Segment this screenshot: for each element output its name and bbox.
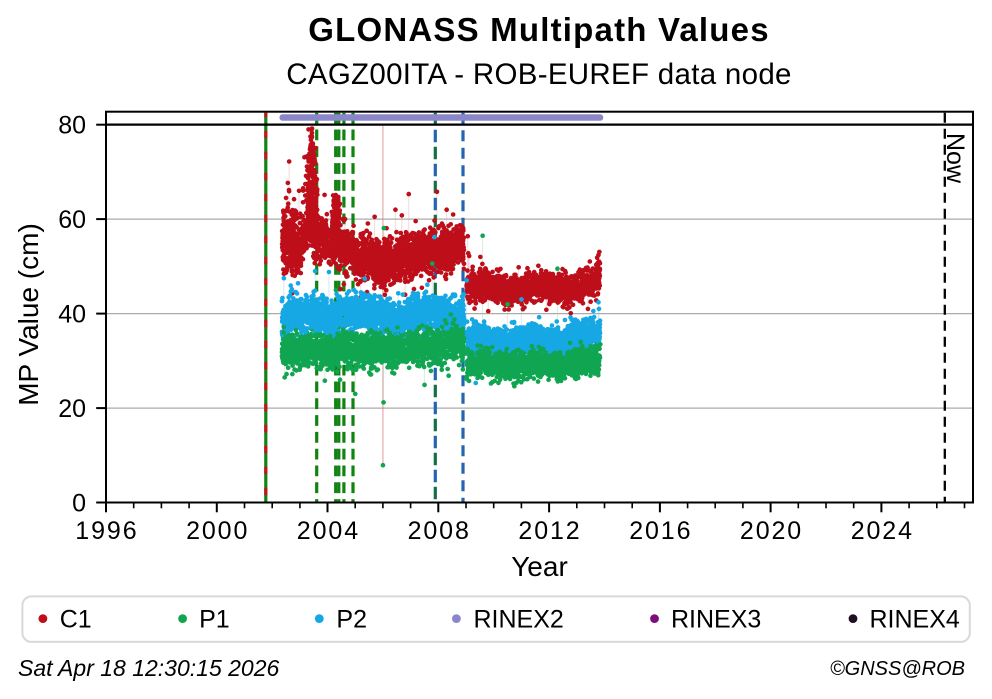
svg-text:2024: 2024 xyxy=(851,517,914,545)
svg-text:CAGZ00ITA - ROB-EUREF data nod: CAGZ00ITA - ROB-EUREF data node xyxy=(286,58,792,91)
svg-text:MP Value (cm): MP Value (cm) xyxy=(13,223,44,406)
svg-text:2020: 2020 xyxy=(740,517,803,545)
svg-text:80: 80 xyxy=(58,112,86,140)
svg-text:©GNSS@ROB: ©GNSS@ROB xyxy=(830,658,965,680)
svg-text:P2: P2 xyxy=(336,606,367,634)
svg-text:2008: 2008 xyxy=(408,517,471,545)
svg-text:P1: P1 xyxy=(199,606,230,634)
svg-text:GLONASS Multipath Values: GLONASS Multipath Values xyxy=(308,11,770,48)
svg-text:RINEX4: RINEX4 xyxy=(870,606,960,634)
svg-text:0: 0 xyxy=(72,490,86,518)
svg-text:40: 40 xyxy=(58,301,86,329)
svg-text:Now: Now xyxy=(941,133,969,184)
svg-text:2016: 2016 xyxy=(629,517,692,545)
svg-text:Year: Year xyxy=(511,551,568,582)
svg-text:60: 60 xyxy=(58,206,86,234)
svg-text:1996: 1996 xyxy=(75,517,138,545)
svg-text:RINEX3: RINEX3 xyxy=(671,606,761,634)
svg-text:Sat Apr 18 12:30:15 2026: Sat Apr 18 12:30:15 2026 xyxy=(18,655,280,681)
svg-text:RINEX2: RINEX2 xyxy=(474,606,564,634)
svg-text:2004: 2004 xyxy=(297,517,360,545)
svg-text:2000: 2000 xyxy=(186,517,249,545)
svg-text:20: 20 xyxy=(58,395,86,423)
svg-text:2012: 2012 xyxy=(518,517,581,545)
svg-text:C1: C1 xyxy=(60,606,92,634)
